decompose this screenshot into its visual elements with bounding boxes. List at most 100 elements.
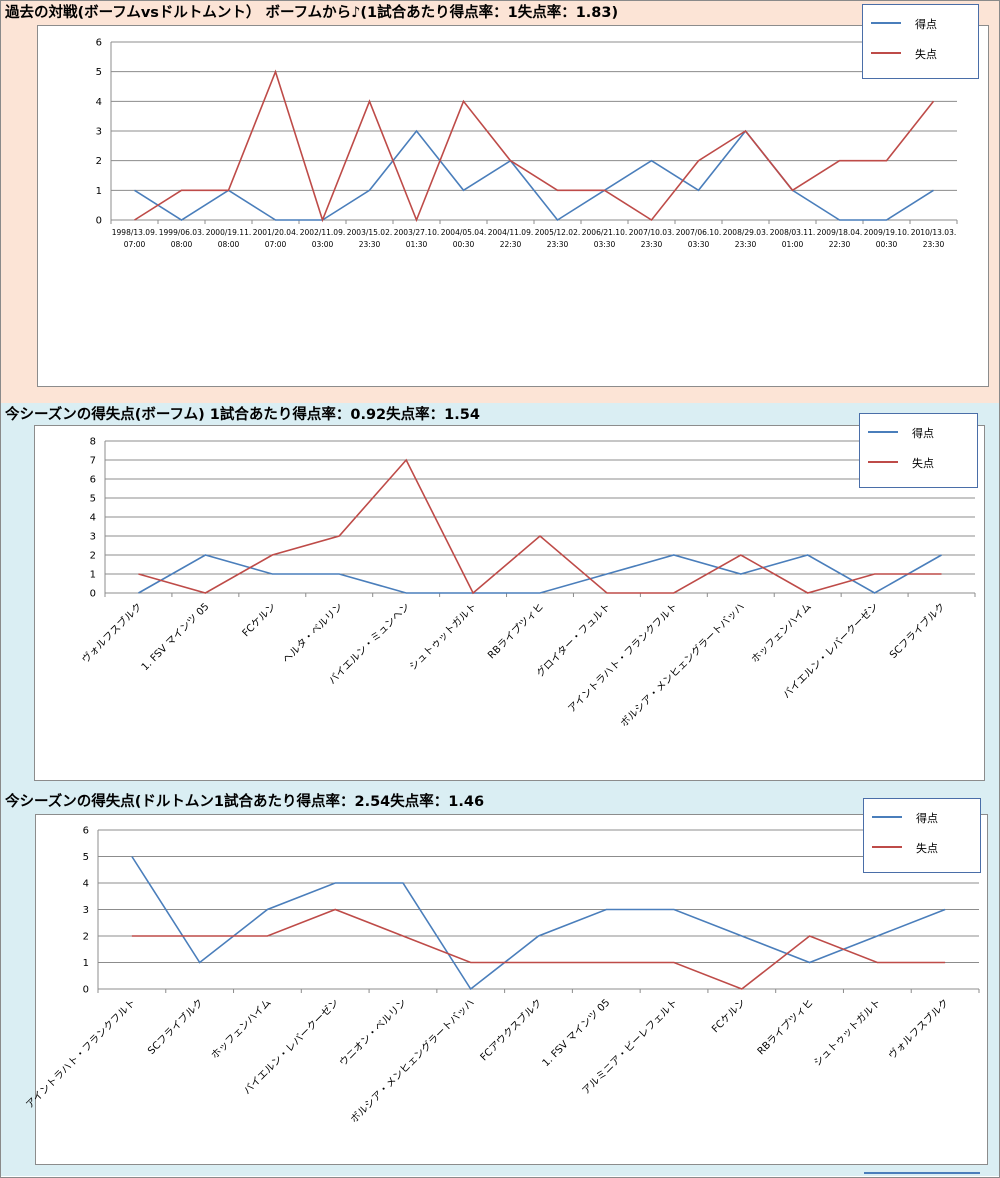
y-tick-label: 3 [90,532,96,543]
x-tick-label-line: 2008/29.03. [723,228,768,237]
conceded-series-line [134,69,935,223]
x-tick-label-line: 23:30 [923,240,945,249]
x-tick-label-line: 2002/11.09. [300,228,345,237]
x-tick-label-line: 2004/05.04. [441,228,486,237]
x-tick-label: FCケルン [240,601,279,640]
x-tick-label: 2003/27.10. 01:30 [394,228,439,249]
x-tick-label-line: 2003/15.02. [347,228,392,237]
x-tick-label: 2010/13.03. 23:30 [911,228,956,249]
x-tick-label-line: 08:00 [218,240,240,249]
y-tick-label: 1 [96,186,102,197]
x-tick-label: 1. FSV マインツ 05 [140,601,212,673]
y-tick-label: 7 [90,456,96,467]
dortmund-chart-area[interactable]: 0 1 2 3 4 5 6 アイントラハト・フランクフルト SCフライブルク ホッフェンハイム バイ… [24,814,988,1165]
x-tick-label: ヴォルフスブルク [885,996,951,1062]
goals-legend-swatch [871,22,901,24]
x-tick-label-line: 01:00 [782,240,804,249]
y-tick-label: 5 [96,67,102,78]
legend-item-conceded: 失点 [860,455,977,470]
x-tick-label-line: 1998/13.09. [112,228,157,237]
x-tick-label: FCアウクスブルク [477,996,544,1063]
x-tick-label-line: 2004/11.09. [488,228,533,237]
x-tick-label: ウニオン・ベルリン [337,997,409,1069]
x-tick-label: アイントラハト・フランクフルト [566,601,680,715]
x-tick-label-line: 03:30 [688,240,710,249]
x-tick-label-line: 2009/19.10. [864,228,909,237]
x-tick-label: 2009/18.04. 22:30 [817,228,862,249]
x-tick-label: SCフライブルク [145,996,206,1057]
x-tick-label: 2006/21.10. 03:30 [582,228,627,249]
y-tick-label: 0 [83,985,89,996]
x-tick-label: 2008/29.03. 23:30 [723,228,768,249]
x-tick-label: 2004/11.09. 22:30 [488,228,533,249]
legend-label-goals: 得点 [915,18,937,31]
x-tick-label-line: 23:30 [547,240,569,249]
x-tick-label: RBライプツィヒ [485,601,546,662]
x-tick-label: FCケルン [709,997,748,1036]
dortmund-season-section: 今シーズンの得失点(ドルトムン1試合あたり得点率：2.54失点率：1.46 0 1… [1,790,999,1176]
goals-legend-swatch [868,431,898,433]
y-tick-label: 1 [90,570,96,581]
x-tick-label-line: 03:30 [594,240,616,249]
conceded-legend-swatch [868,461,898,463]
x-tick-label: 2004/05.04. 00:30 [441,228,486,249]
bochum-season-section: 今シーズンの得失点(ボーフム) 1試合あたり得点率：0.92失点率：1.54 0… [1,403,999,790]
x-tick-label-line: 07:00 [265,240,287,249]
x-tick-label: 2008/03.11. 01:00 [770,228,815,249]
x-tick-label: ヘルタ・ベルリン [280,601,345,666]
y-tick-label: 4 [83,879,89,890]
history-section: 過去の対戦(ボーフムvsドルトムント） ボーフムから♪(1試合あたり得点率：1失… [1,1,999,403]
x-tick-label-line: 22:30 [500,240,522,249]
x-tick-label-line: 23:30 [359,240,381,249]
goals-series-line [138,554,942,594]
x-tick-label-line: 2008/03.11. [770,228,815,237]
x-tick-label: 2007/06.10. 03:30 [676,228,721,249]
x-tick-label: 1998/13.09. 07:00 [112,228,157,249]
x-tick-label-line: 2001/20.04. [253,228,298,237]
bochum-chart-area[interactable]: 0 1 2 3 4 5 6 7 8 ヴォルフスブルク 1. FSV マインツ 05 FCケルン ヘルタ・… [34,425,985,781]
bochum-chart-legend[interactable]: 得点 失点 [859,413,978,488]
history-chart-title: 過去の対戦(ボーフムvsドルトムント） ボーフムから♪(1試合あたり得点率：1失… [5,5,619,21]
partial-legend-border [864,1172,980,1174]
legend-label-conceded: 失点 [916,842,938,855]
x-tick-label-line: 07:00 [124,240,146,249]
x-tick-label: 2003/15.02. 23:30 [347,228,392,249]
y-tick-label: 5 [90,494,96,505]
history-chart-legend[interactable]: 得点 失点 [862,4,979,79]
x-tick-label: 2001/20.04. 07:00 [253,228,298,249]
legend-label-conceded: 失点 [912,457,934,470]
x-tick-label-line: 2003/27.10. [394,228,439,237]
history-chart-area[interactable]: 0 1 2 3 4 5 6 1998/13.09. 07:00 1999/06.03. 08:00 2… [37,25,989,387]
x-tick-label: アイントラハト・フランクフルト [24,997,138,1111]
conceded-series-line [131,908,946,990]
x-tick-label: 2009/19.10. 00:30 [864,228,909,249]
x-tick-label-line: 22:30 [829,240,851,249]
x-tick-label-line: 2006/21.10. [582,228,627,237]
goals-legend-swatch [872,816,902,818]
y-tick-label: 8 [90,437,96,448]
x-tick-label: ボルシア・メンヒェングラートバッハ [347,996,476,1125]
x-tick-label: SCフライブルク [887,600,948,661]
legend-item-goals: 得点 [860,425,977,440]
bochum-chart-title: 今シーズンの得失点(ボーフム) 1試合あたり得点率：0.92失点率：1.54 [5,407,480,423]
x-tick-label-line: 01:30 [406,240,428,249]
x-tick-label: 2005/12.02. 23:30 [535,228,580,249]
legend-item-goals: 得点 [864,810,980,825]
x-tick-label-line: 00:30 [876,240,898,249]
conceded-legend-swatch [871,52,901,54]
x-tick-label: シュトゥットガルト [811,997,883,1069]
y-tick-label: 1 [83,958,89,969]
x-tick-label-line: 08:00 [171,240,193,249]
x-tick-label-line: 1999/06.03. [159,228,204,237]
x-tick-label: ヴォルフスブルク [79,600,145,666]
y-tick-label: 3 [96,127,102,138]
legend-item-conceded: 失点 [864,840,980,855]
legend-item-conceded: 失点 [863,46,978,61]
x-tick-label: ホッフェンハイム [209,997,274,1062]
y-tick-label: 2 [90,551,96,562]
x-tick-label: ボルシア・メンヒェングラートバッハ [617,600,746,729]
dortmund-chart-legend[interactable]: 得点 失点 [863,798,981,873]
conceded-legend-swatch [872,846,902,848]
legend-label-conceded: 失点 [915,48,937,61]
